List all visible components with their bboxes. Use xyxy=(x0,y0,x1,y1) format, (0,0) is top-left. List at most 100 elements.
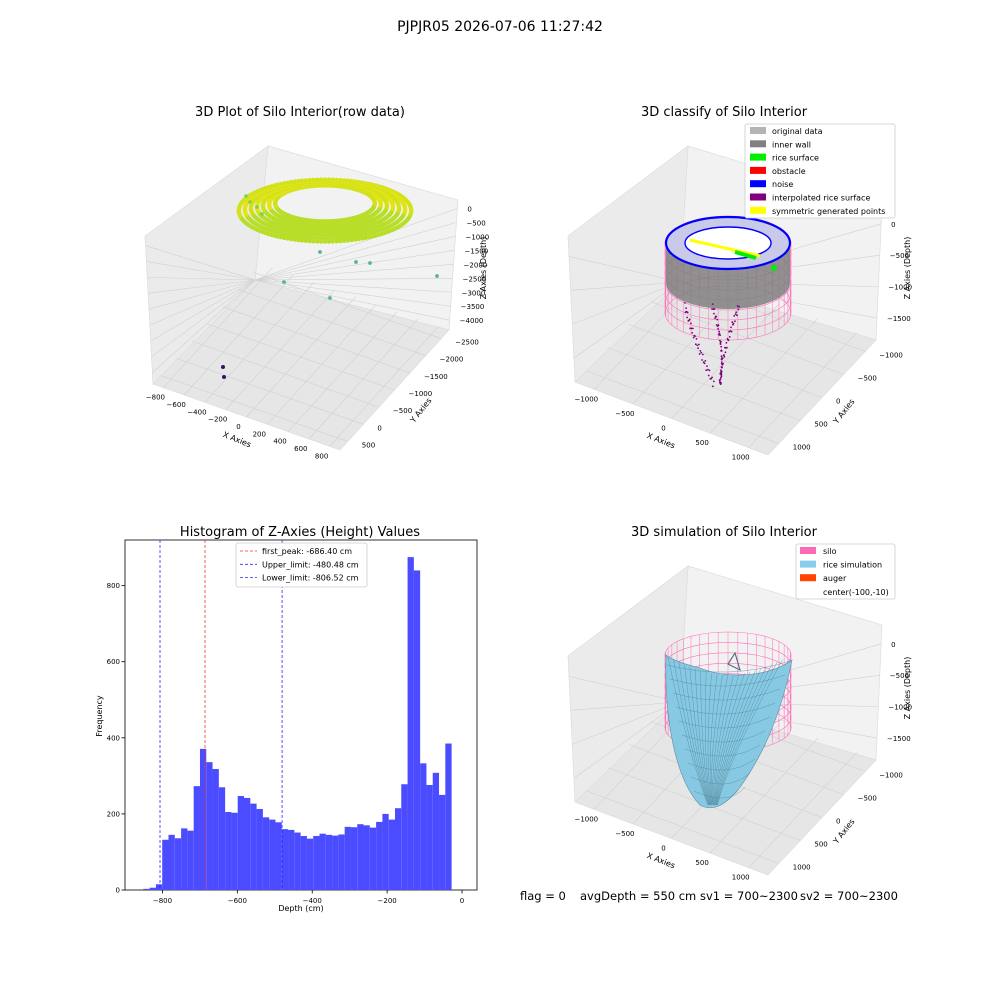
p1-point xyxy=(349,237,354,243)
p1-point xyxy=(336,232,341,237)
p1-y-tick-label: −1500 xyxy=(424,373,448,381)
p1-x-tick-label: 600 xyxy=(294,445,307,453)
p2-y-tick-label: 1000 xyxy=(793,444,811,452)
p1-x-tick-label: 800 xyxy=(315,452,328,460)
p1-outlier-point xyxy=(221,365,225,369)
p1-point xyxy=(367,235,372,240)
footer-status: flag = 0 avgDepth = 550 cm sv1 = 700~230… xyxy=(520,889,898,903)
p2-interpolated-point xyxy=(707,368,709,371)
p4-gridline xyxy=(572,701,681,745)
p3-bar xyxy=(407,557,414,890)
p2-interpolated-point xyxy=(720,340,722,343)
p1-floor-pane xyxy=(152,279,450,451)
p1-point xyxy=(338,238,343,244)
p4-mesh-line xyxy=(666,660,791,673)
p4-y-tick-label: −1000 xyxy=(879,772,903,780)
p2-interpolated-point xyxy=(720,366,723,368)
p1-z-tick-label: 0 xyxy=(467,205,471,213)
p3-bar xyxy=(269,819,276,890)
p1-zlabel: Z Axies (Depth) xyxy=(479,237,488,300)
p1-point xyxy=(316,232,321,237)
p4-legend-label: auger xyxy=(823,574,847,583)
p3-ylabel: Frequency xyxy=(95,695,104,737)
p3-x-tick-label: −400 xyxy=(303,897,322,905)
p2-interpolated-point xyxy=(719,343,722,345)
p4-mesh-line xyxy=(669,674,786,687)
p4-x-tick-label: −1000 xyxy=(574,815,598,823)
p2-x-ticks: −1000 −500 0 500 1000 xyxy=(574,395,749,461)
p3-bar xyxy=(388,819,395,890)
panel-raw-3d-scatter: 3D Plot of Silo Interior(row data) −800−… xyxy=(144,105,489,460)
p1-point xyxy=(344,235,349,240)
p4-mesh-line xyxy=(705,672,712,806)
p2-legend-label: interpolated rice surface xyxy=(772,194,870,203)
p1-point xyxy=(322,236,328,241)
p4-y-ticks: 1000 500 0 −500 −1000 xyxy=(793,772,903,872)
p3-legend-frame xyxy=(235,542,368,588)
p1-gridline xyxy=(238,289,426,356)
p1-gridline xyxy=(148,279,256,294)
p1-point xyxy=(332,232,338,237)
p4-mesh-line xyxy=(687,758,756,771)
p2-legend-label: original data xyxy=(772,127,823,136)
p3-bar xyxy=(338,834,345,890)
p1-point xyxy=(318,177,324,182)
p1-x-tick-label: 400 xyxy=(273,438,286,446)
p2-interpolated-point xyxy=(724,351,727,354)
p2-z-tick-label: −500 xyxy=(890,252,909,260)
figure-suptitle: PJPJR05 2026-07-06 11:27:42 xyxy=(397,19,603,35)
p2-title: 3D classify of Silo Interior xyxy=(641,105,808,120)
p4-legend: silo rice simulation auger center(-100,-10) xyxy=(795,543,896,600)
p1-point xyxy=(319,236,324,241)
p1-point xyxy=(278,181,283,187)
p1-point xyxy=(299,178,305,183)
p3-bar xyxy=(369,827,377,890)
p2-interpolated-point xyxy=(702,353,704,356)
p2-interpolated-point xyxy=(712,385,714,388)
p1-point xyxy=(291,233,296,239)
p2-xlabel: X Axies xyxy=(646,431,677,450)
p1-point xyxy=(318,239,324,244)
p2-interpolated-point xyxy=(723,355,726,358)
p4-x-ticks: −1000 −500 0 500 1000 xyxy=(574,815,749,881)
p4-mesh-line xyxy=(707,673,712,806)
p2-interpolated-point xyxy=(690,322,692,325)
p4-z-ticks: 0 −500 −1000 −1500 xyxy=(887,641,912,743)
p2-gridline xyxy=(570,281,681,291)
panel-simulation-3d: 3D simulation of Silo Interior −1000 −500… xyxy=(567,525,912,882)
p2-interpolated-point xyxy=(695,338,698,340)
p4-legend-label: silo xyxy=(823,547,837,556)
p2-legend: original data inner wall rice surface obsta… xyxy=(744,123,896,219)
p1-z-tick-label: −3500 xyxy=(461,303,485,311)
p2-interpolated-point xyxy=(699,350,702,352)
p1-point xyxy=(309,232,314,237)
p2-legend-swatch xyxy=(750,140,766,148)
p1-point xyxy=(282,235,287,241)
p1-point xyxy=(285,236,290,241)
p4-mesh-line xyxy=(716,666,767,806)
p1-z-tick-label: −3000 xyxy=(462,289,486,297)
p4-legend-swatch xyxy=(800,574,816,582)
p1-gridline xyxy=(160,375,348,442)
p1-point xyxy=(315,239,320,244)
p1-point xyxy=(370,234,375,239)
p1-point xyxy=(378,201,383,206)
p1-gridline xyxy=(254,208,458,281)
p1-point xyxy=(288,236,294,242)
p1-point xyxy=(303,238,308,243)
p2-gridline xyxy=(572,281,681,325)
p4-mesh-line xyxy=(678,716,771,729)
p1-gridline xyxy=(254,279,450,321)
p3-bar xyxy=(432,772,440,890)
p4-mesh-line xyxy=(684,664,710,806)
p2-interpolated-point xyxy=(730,326,732,329)
p2-legend-swatch xyxy=(750,166,766,174)
p2-interpolated-point xyxy=(701,359,703,361)
p3-y-tick-label: 0 xyxy=(116,887,120,895)
p3-bar xyxy=(174,838,182,890)
p4-legend-frame xyxy=(795,543,896,600)
p1-point xyxy=(402,205,408,211)
p1-point xyxy=(333,235,338,241)
p4-y-tick-label: −500 xyxy=(858,795,877,803)
p3-bar xyxy=(319,833,326,890)
